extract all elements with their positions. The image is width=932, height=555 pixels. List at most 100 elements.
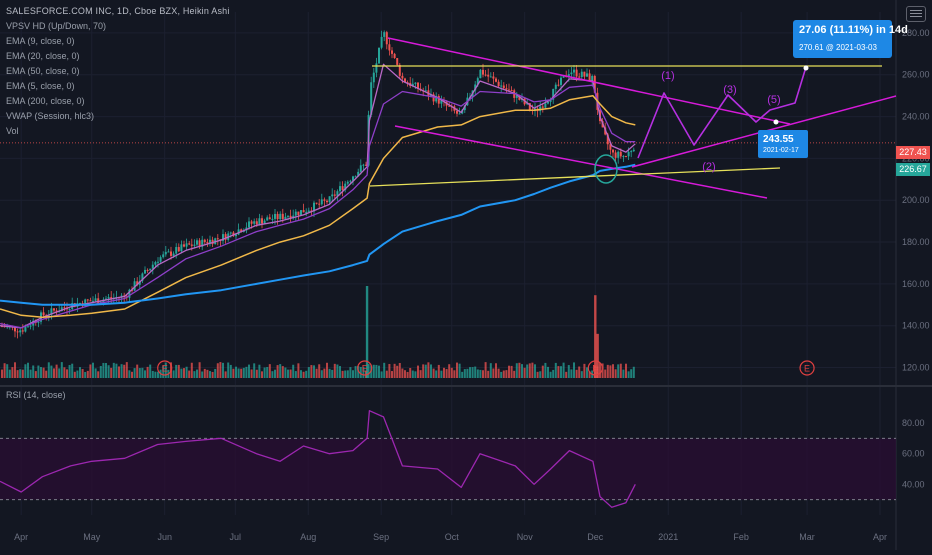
projection-wave-label: (3) bbox=[723, 84, 736, 96]
volume-bar bbox=[37, 365, 40, 378]
legend-indicator[interactable]: EMA (5, close, 0) bbox=[6, 81, 75, 91]
volume-bar bbox=[248, 364, 250, 378]
volume-bar bbox=[19, 369, 22, 378]
volume-bar bbox=[500, 371, 503, 378]
legend-indicator[interactable]: EMA (200, close, 0) bbox=[6, 96, 85, 106]
candle-body bbox=[508, 89, 510, 91]
volume-bar bbox=[622, 369, 625, 378]
projection-path bbox=[637, 66, 807, 159]
volume-bar bbox=[11, 367, 14, 378]
volume-bar bbox=[632, 366, 635, 378]
volume-bar bbox=[300, 370, 302, 378]
ema-9-line bbox=[0, 63, 636, 329]
legend-indicator[interactable]: VPSV HD (Up/Down, 70) bbox=[6, 21, 107, 31]
volume-bar bbox=[510, 365, 513, 378]
rsi-legend[interactable]: RSI (14, close) bbox=[6, 390, 66, 400]
volume-bar bbox=[71, 363, 74, 378]
volume-bar bbox=[8, 369, 11, 378]
projection-note-dot bbox=[773, 119, 779, 125]
volume-bar bbox=[612, 364, 614, 378]
volume-bar bbox=[211, 371, 214, 378]
candle-body bbox=[401, 75, 404, 79]
candle-body bbox=[63, 307, 66, 309]
chart-settings-icon[interactable] bbox=[906, 6, 926, 22]
volume-bar bbox=[261, 371, 263, 378]
candle-body bbox=[331, 194, 334, 197]
candle-body bbox=[625, 155, 627, 157]
candle-body bbox=[482, 69, 484, 75]
candle-body bbox=[177, 247, 180, 252]
candle-body bbox=[229, 232, 232, 234]
legend-indicator[interactable]: EMA (50, close, 0) bbox=[6, 66, 80, 76]
rsi-pane: 40.00 60.00 80.00 bbox=[0, 410, 925, 508]
price-tick-label: 140.00 bbox=[902, 321, 930, 331]
earnings-circle bbox=[799, 360, 815, 376]
volume-bar bbox=[435, 370, 438, 378]
volume-bar bbox=[502, 370, 505, 378]
candle-body bbox=[541, 106, 544, 108]
volume-bar bbox=[604, 369, 607, 378]
volume-bar bbox=[24, 364, 27, 378]
volume-bar bbox=[328, 368, 331, 378]
projection-target-dot bbox=[803, 65, 809, 71]
candle-body bbox=[281, 213, 284, 219]
candle-body bbox=[307, 210, 310, 212]
volume-bar bbox=[482, 370, 484, 378]
time-tick-label: Mar bbox=[799, 532, 815, 542]
candle-body bbox=[547, 101, 549, 104]
candle-body bbox=[575, 69, 578, 77]
symbol-title[interactable]: SALESFORCE.COM INC, 1D, Cboe BZX, Heikin… bbox=[6, 6, 230, 16]
volume-bar bbox=[21, 369, 24, 378]
volume-bar bbox=[495, 363, 497, 378]
volume-layer bbox=[1, 286, 635, 378]
volume-bar bbox=[42, 367, 45, 378]
volume-bar bbox=[242, 367, 245, 378]
volume-bar bbox=[383, 362, 386, 378]
volume-bar bbox=[81, 369, 84, 378]
candle-body bbox=[206, 242, 209, 244]
volume-bar bbox=[326, 362, 328, 378]
candle-body bbox=[333, 194, 336, 196]
volume-bar bbox=[458, 363, 461, 378]
volume-bar bbox=[133, 368, 136, 378]
candle-body bbox=[487, 74, 490, 77]
secondary-price-tag: 226.67 bbox=[896, 163, 930, 176]
price-tick-label: 200.00 bbox=[902, 195, 930, 205]
candle-body bbox=[437, 95, 440, 104]
volume-bar bbox=[378, 365, 380, 378]
volume-bar bbox=[476, 369, 479, 378]
candle-body bbox=[162, 254, 165, 258]
candle-body bbox=[378, 47, 380, 64]
candle-body bbox=[362, 164, 365, 166]
volume-bar bbox=[432, 368, 435, 378]
candle-body bbox=[37, 321, 40, 323]
legend-indicator[interactable]: Vol bbox=[6, 126, 19, 136]
projection-callout: 27.06 (11.11%) in 14d 270.61 @ 2021-03-0… bbox=[793, 20, 908, 58]
time-tick-label: 2021 bbox=[658, 532, 678, 542]
candle-body bbox=[411, 83, 414, 86]
volume-bar bbox=[107, 365, 110, 378]
candle-body bbox=[84, 299, 87, 307]
volume-bar bbox=[331, 369, 334, 378]
candle-body bbox=[175, 247, 178, 254]
earnings-circle bbox=[587, 360, 603, 376]
volume-bar bbox=[157, 371, 159, 378]
volume-bar bbox=[539, 371, 542, 378]
volume-bar bbox=[562, 362, 565, 378]
candle-body bbox=[591, 75, 594, 81]
legend-indicator[interactable]: EMA (9, close, 0) bbox=[6, 36, 75, 46]
volume-bar bbox=[227, 362, 230, 378]
legend-indicator[interactable]: EMA (20, close, 0) bbox=[6, 51, 80, 61]
candle-body bbox=[458, 113, 461, 115]
volume-bar bbox=[203, 368, 206, 378]
candle-body bbox=[435, 95, 438, 102]
candle-body bbox=[188, 243, 191, 245]
candle-body bbox=[79, 302, 81, 304]
volume-bar bbox=[318, 364, 321, 378]
candle-body bbox=[151, 264, 154, 269]
candle-body bbox=[274, 213, 276, 219]
legend-indicator[interactable]: VWAP (Session, hlc3) bbox=[6, 111, 95, 121]
earnings-label: E bbox=[162, 364, 168, 374]
